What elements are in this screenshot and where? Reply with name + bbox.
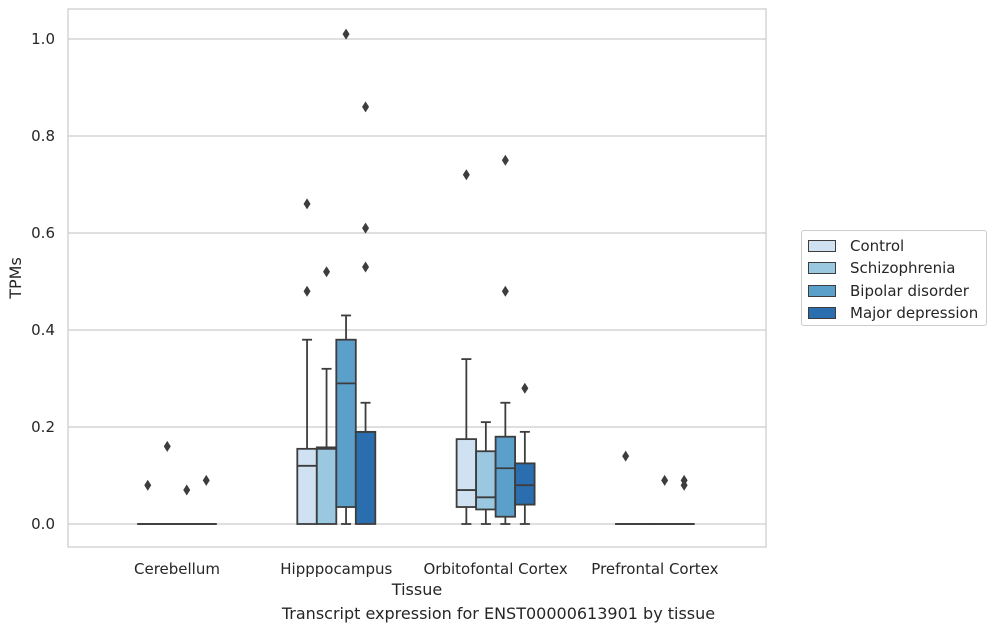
outlier-point xyxy=(622,450,630,462)
box-group xyxy=(673,474,695,525)
outlier-point xyxy=(501,154,509,166)
legend-swatch-bipolar-disorder xyxy=(808,285,836,297)
outlier-point xyxy=(183,484,191,496)
box-marks xyxy=(137,28,695,525)
box-body xyxy=(455,438,478,508)
outlier-point xyxy=(163,440,171,452)
outlier-point xyxy=(661,474,669,486)
y-tick-label: 0.6 xyxy=(31,224,55,242)
outlier-point xyxy=(202,474,210,486)
x-axis-label: Tissue xyxy=(391,580,442,599)
legend-swatch-major-depression xyxy=(808,307,836,319)
legend-label-schizophrenia: Schizophrenia xyxy=(850,259,956,277)
y-tick-label: 1.0 xyxy=(31,30,55,48)
y-axis-label: TPMs xyxy=(6,257,25,300)
box-group xyxy=(654,474,676,525)
outlier-point xyxy=(303,285,311,297)
box-group xyxy=(315,266,338,525)
box-group xyxy=(494,154,517,525)
box-body xyxy=(494,435,517,518)
figure-caption: Transcript expression for ENST0000061390… xyxy=(281,604,716,623)
box-group xyxy=(176,484,198,525)
outlier-point xyxy=(342,28,350,40)
gridlines xyxy=(68,38,766,525)
outlier-point xyxy=(323,266,331,278)
box-body xyxy=(296,447,318,525)
y-tick-labels: 0.0 0.2 0.4 0.6 0.8 1.0 xyxy=(31,30,55,533)
legend: Control Schizophrenia Bipolar disorder M… xyxy=(801,230,987,326)
legend-item-schizophrenia: Schizophrenia xyxy=(808,258,955,278)
box-group xyxy=(475,421,497,525)
box-body xyxy=(335,338,357,508)
box-group xyxy=(354,101,377,525)
outlier-point xyxy=(501,285,509,297)
y-tick-label: 0.4 xyxy=(31,321,55,339)
legend-item-control: Control xyxy=(808,236,904,256)
box-group xyxy=(296,198,318,525)
y-tick-label: 0.8 xyxy=(31,127,55,145)
box-group xyxy=(195,474,217,525)
outlier-point xyxy=(462,169,470,181)
x-tick-label: Orbitofontal Cortex xyxy=(423,560,567,578)
outlier-point xyxy=(521,382,529,394)
legend-item-bipolar-disorder: Bipolar disorder xyxy=(808,281,969,301)
outlier-point xyxy=(303,198,311,210)
legend-label-major-depression: Major depression xyxy=(850,304,979,322)
legend-swatch-control xyxy=(808,240,836,252)
box-group xyxy=(335,28,357,525)
legend-label-bipolar-disorder: Bipolar disorder xyxy=(850,282,969,300)
box-group xyxy=(455,169,478,525)
outlier-point xyxy=(144,479,152,491)
y-tick-label: 0.0 xyxy=(31,515,55,533)
x-tick-labels: Cerebellum Hipppocampus Orbitofontal Corte… xyxy=(134,560,719,578)
x-tick-label: Prefrontal Cortex xyxy=(591,560,718,578)
legend-label-control: Control xyxy=(850,237,905,255)
legend-swatch-schizophrenia xyxy=(808,262,836,274)
box-body xyxy=(475,450,497,511)
outlier-point xyxy=(680,474,688,486)
outlier-point xyxy=(362,261,370,273)
x-tick-label: Hipppocampus xyxy=(280,560,392,578)
legend-item-major-depression: Major depression xyxy=(808,303,978,323)
box-body xyxy=(315,446,338,525)
x-tick-label: Cerebellum xyxy=(134,560,220,578)
outlier-point xyxy=(362,222,370,234)
box-group xyxy=(156,440,178,525)
box-body xyxy=(514,462,536,506)
box-group xyxy=(514,382,536,525)
y-tick-label: 0.2 xyxy=(31,418,55,436)
box-group xyxy=(137,479,159,525)
outlier-point xyxy=(362,101,370,113)
plot-area-frame xyxy=(67,8,767,548)
box-body xyxy=(354,430,377,525)
box-group xyxy=(615,450,637,525)
